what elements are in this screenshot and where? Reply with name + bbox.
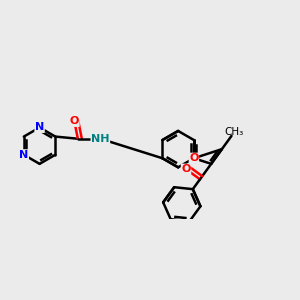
Text: N: N (35, 122, 44, 133)
Text: O: O (181, 164, 191, 174)
Text: O: O (189, 153, 199, 163)
Text: CH₃: CH₃ (224, 128, 244, 137)
Text: N: N (19, 150, 28, 160)
Text: NH: NH (91, 134, 110, 144)
Text: O: O (70, 116, 79, 126)
